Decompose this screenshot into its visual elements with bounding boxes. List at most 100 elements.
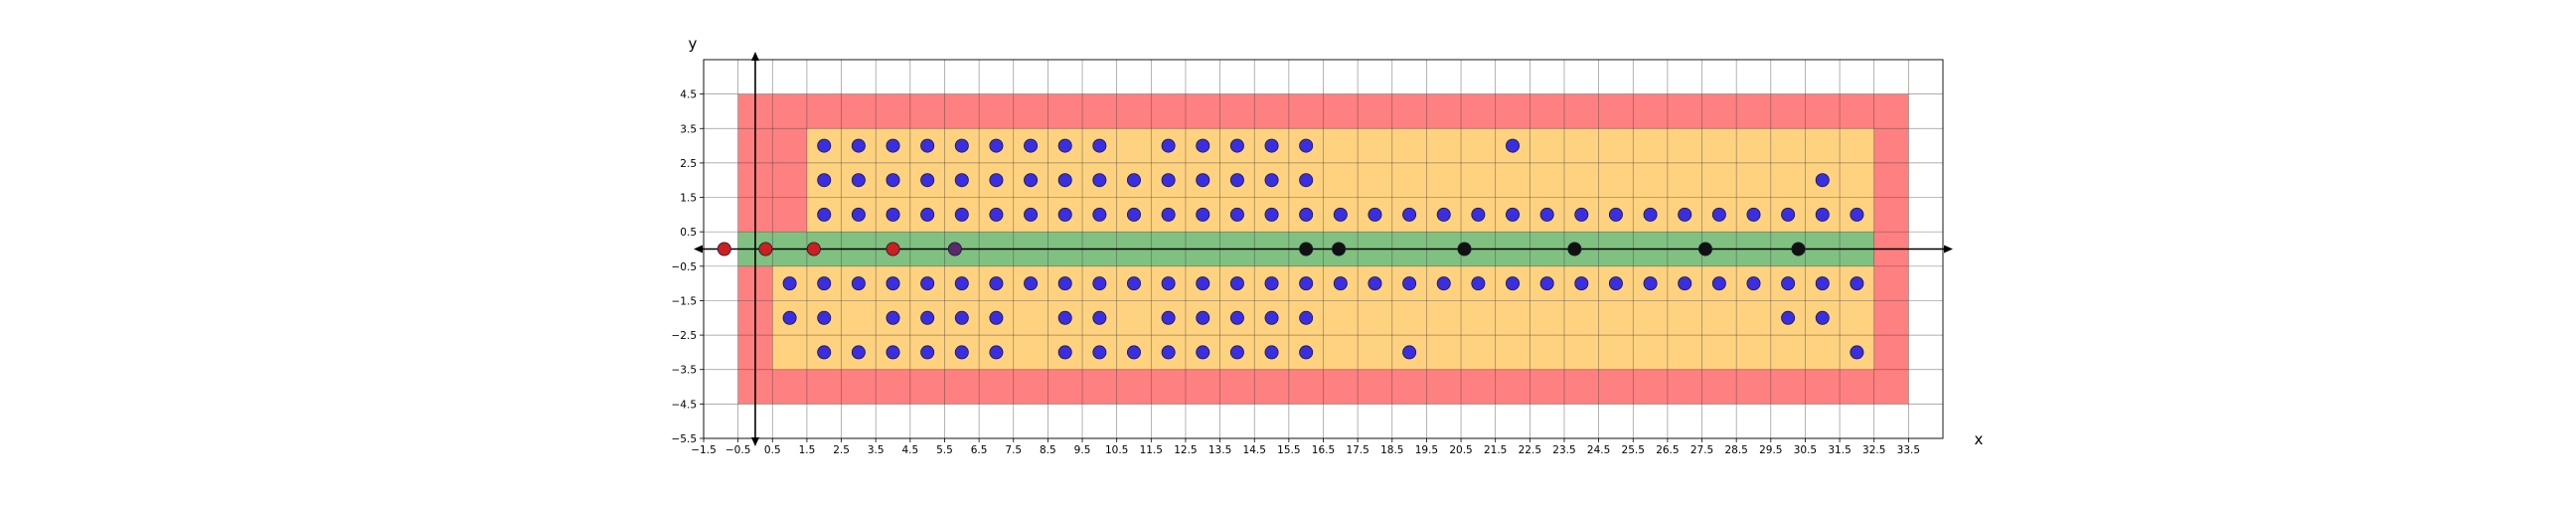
point-s0-67: [954, 276, 969, 291]
point-s0-120: [1229, 345, 1244, 360]
x-tick-label-34: 32.5: [1862, 444, 1885, 456]
x-tick-label-21: 19.5: [1415, 444, 1438, 456]
point-s0-92: [1815, 276, 1830, 291]
point-s1-0: [717, 242, 731, 256]
point-s0-70: [1057, 276, 1072, 291]
axes-layer: [694, 52, 1953, 446]
x-tick-label-14: 12.5: [1174, 444, 1197, 456]
point-s0-34: [920, 207, 935, 222]
point-s0-7: [1057, 138, 1072, 153]
point-s0-3: [920, 138, 935, 153]
point-s3-1: [1332, 242, 1347, 256]
point-s0-4: [954, 138, 969, 153]
point-s0-79: [1368, 276, 1382, 291]
y-tick-label-3: −2.5: [672, 330, 698, 342]
point-s0-105: [1264, 310, 1279, 325]
point-s0-36: [989, 207, 1004, 222]
x-tick-label-33: 31.5: [1828, 444, 1851, 456]
point-s0-95: [817, 310, 832, 325]
point-s0-113: [954, 345, 969, 360]
point-s0-68: [989, 276, 1004, 291]
point-s3-0: [1299, 242, 1314, 256]
point-s0-99: [989, 310, 1004, 325]
point-s0-41: [1161, 207, 1176, 222]
point-s0-87: [1643, 276, 1658, 291]
point-s0-66: [920, 276, 935, 291]
point-s0-29: [1299, 173, 1314, 188]
point-s0-0: [817, 138, 832, 153]
point-s0-89: [1711, 276, 1726, 291]
point-s0-117: [1126, 345, 1141, 360]
point-s0-119: [1196, 345, 1210, 360]
point-s0-102: [1161, 310, 1176, 325]
point-s0-123: [1402, 345, 1417, 360]
point-s0-16: [851, 173, 866, 188]
point-s3-5: [1791, 242, 1806, 256]
point-s0-6: [1024, 138, 1039, 153]
point-s0-21: [1024, 173, 1039, 188]
point-s0-83: [1506, 276, 1521, 291]
point-s0-12: [1264, 138, 1279, 153]
point-s0-91: [1781, 276, 1796, 291]
x-tick-label-4: 2.5: [833, 444, 850, 456]
point-s0-55: [1643, 207, 1658, 222]
point-s3-4: [1697, 242, 1712, 256]
point-s0-47: [1368, 207, 1382, 222]
point-s0-85: [1574, 276, 1589, 291]
point-s0-71: [1092, 276, 1107, 291]
x-tick-label-27: 25.5: [1622, 444, 1645, 456]
x-tick-label-7: 5.5: [936, 444, 953, 456]
point-s0-109: [817, 345, 832, 360]
point-s0-45: [1299, 207, 1314, 222]
point-s0-98: [954, 310, 969, 325]
point-s0-35: [954, 207, 969, 222]
point-s0-69: [1024, 276, 1039, 291]
point-s0-81: [1436, 276, 1451, 291]
point-s0-124: [1850, 345, 1864, 360]
point-s0-5: [989, 138, 1004, 153]
x-tick-label-32: 30.5: [1794, 444, 1817, 456]
point-s0-93: [1850, 276, 1864, 291]
point-s1-2: [806, 242, 821, 256]
point-s0-20: [989, 173, 1004, 188]
y-tick-label-7: 1.5: [680, 193, 697, 205]
point-s0-82: [1471, 276, 1486, 291]
point-s0-74: [1196, 276, 1210, 291]
points-layer: [717, 138, 1864, 360]
point-s0-50: [1471, 207, 1486, 222]
point-s1-3: [886, 242, 900, 256]
point-s0-56: [1678, 207, 1692, 222]
point-s0-44: [1264, 207, 1279, 222]
point-s0-53: [1574, 207, 1589, 222]
point-s0-97: [920, 310, 935, 325]
y-tick-label-10: 4.5: [680, 89, 697, 101]
point-s0-94: [782, 310, 797, 325]
x-axis-arrow-right: [1944, 245, 1953, 253]
x-tick-label-30: 28.5: [1724, 444, 1747, 456]
point-s0-46: [1333, 207, 1348, 222]
point-s0-73: [1161, 276, 1176, 291]
point-s0-26: [1196, 173, 1210, 188]
point-s0-2: [886, 138, 900, 153]
point-s0-42: [1196, 207, 1210, 222]
x-tick-label-3: 1.5: [799, 444, 816, 456]
x-tick-label-1: −0.5: [725, 444, 751, 456]
y-axis-arrow-down: [750, 437, 759, 446]
point-s0-106: [1299, 310, 1314, 325]
point-s0-25: [1161, 173, 1176, 188]
y-tick-label-1: −4.5: [672, 399, 698, 411]
point-s0-18: [920, 173, 935, 188]
x-tick-label-10: 8.5: [1040, 444, 1056, 456]
point-s0-39: [1092, 207, 1107, 222]
point-s0-104: [1229, 310, 1244, 325]
x-tick-label-26: 24.5: [1587, 444, 1610, 456]
point-s0-88: [1678, 276, 1692, 291]
point-s0-11: [1229, 138, 1244, 153]
point-s0-100: [1057, 310, 1072, 325]
point-s0-61: [1850, 207, 1864, 222]
point-s0-14: [1506, 138, 1521, 153]
x-tick-label-18: 16.5: [1312, 444, 1335, 456]
point-s0-63: [817, 276, 832, 291]
y-tick-label-8: 2.5: [680, 158, 697, 170]
